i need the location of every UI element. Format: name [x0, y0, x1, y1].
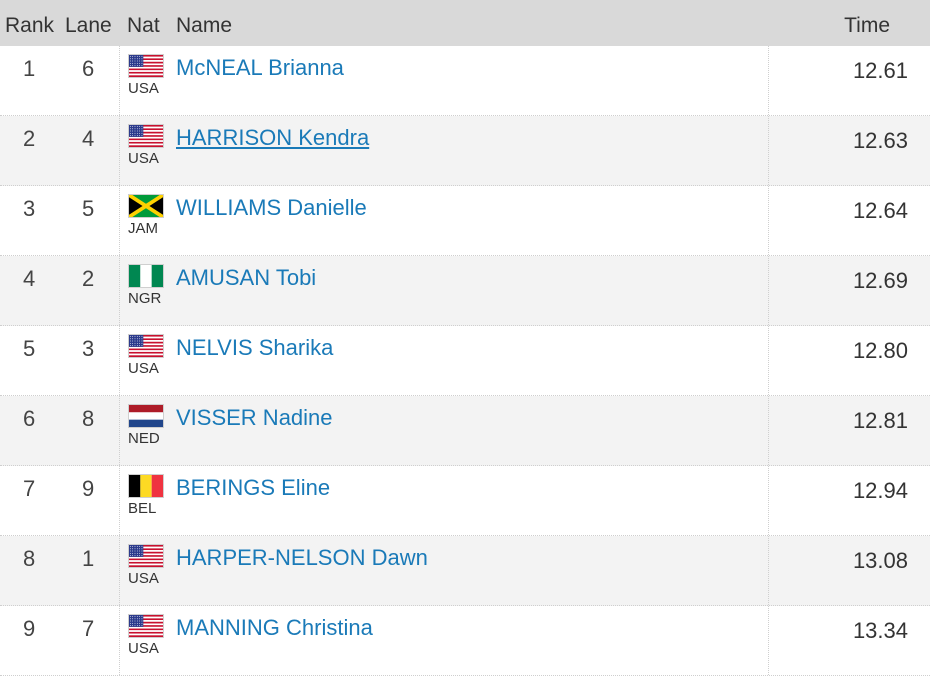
athlete-name-link[interactable]: AMUSAN Tobi [176, 265, 317, 290]
lane-cell: 3 [82, 336, 95, 361]
usa-flag-icon [128, 124, 164, 148]
table-row: 9 7 USA MANNING Christina 13.34 [0, 606, 930, 676]
lane-cell: 1 [82, 546, 95, 571]
nat-code: USA [128, 570, 159, 587]
table-row: 1 6 USA McNEAL Brianna 12.61 [0, 46, 930, 116]
table-header: Rank Lane Nat Name Time [0, 0, 930, 46]
table-row: 4 2 NGR AMUSAN Tobi 12.69 [0, 256, 930, 326]
usa-flag-icon [128, 54, 164, 78]
nat-code: JAM [128, 220, 158, 237]
table-row: 7 9 BEL BERINGS Eline 12.94 [0, 466, 930, 536]
rank-cell: 4 [23, 266, 36, 291]
athlete-name-link[interactable]: BERINGS Eline [176, 475, 331, 500]
athlete-name-link[interactable]: HARRISON Kendra [176, 125, 370, 150]
belgium-flag-icon [128, 474, 164, 498]
header-rank: Rank [5, 14, 55, 37]
table-row: 8 1 USA HARPER-NELSON Dawn 13.08 [0, 536, 930, 606]
lane-cell: 6 [82, 56, 95, 81]
rank-cell: 7 [23, 476, 36, 501]
header-lane: Lane [65, 14, 112, 37]
rank-cell: 6 [23, 406, 36, 431]
time-cell: 12.63 [852, 128, 908, 153]
rank-cell: 1 [23, 56, 36, 81]
lane-cell: 9 [82, 476, 95, 501]
nigeria-flag-icon [128, 264, 164, 288]
time-cell: 12.64 [852, 198, 908, 223]
usa-flag-icon [128, 614, 164, 638]
table-row: 3 5 JAM WILLIAMS Danielle 12.64 [0, 186, 930, 256]
nat-code: NED [128, 430, 160, 447]
time-cell: 12.80 [852, 338, 908, 363]
table-row: 5 3 USA NELVIS Sharika 12.80 [0, 326, 930, 396]
nat-code: USA [128, 640, 159, 657]
rank-cell: 9 [23, 616, 36, 641]
time-cell: 13.34 [852, 618, 908, 643]
lane-cell: 4 [82, 126, 95, 151]
jamaica-flag-icon [128, 194, 164, 218]
header-name: Name [176, 14, 233, 37]
rank-cell: 2 [23, 126, 36, 151]
time-cell: 13.08 [852, 548, 908, 573]
usa-flag-icon [128, 544, 164, 568]
usa-flag-icon [128, 334, 164, 358]
athlete-name-link[interactable]: NELVIS Sharika [176, 335, 334, 360]
rank-cell: 8 [23, 546, 36, 571]
rank-cell: 5 [23, 336, 36, 361]
athlete-name-link[interactable]: McNEAL Brianna [176, 55, 344, 80]
time-cell: 12.94 [852, 478, 908, 503]
lane-cell: 8 [82, 406, 95, 431]
time-cell: 12.81 [852, 408, 908, 433]
table-body: 1 6 USA McNEAL Brianna 12.61 2 4 USA HAR… [0, 46, 930, 676]
header-nat: Nat [127, 14, 160, 37]
time-cell: 12.61 [852, 58, 908, 83]
athlete-name-link[interactable]: MANNING Christina [176, 615, 373, 640]
time-cell: 12.69 [852, 268, 908, 293]
nat-code: USA [128, 150, 159, 167]
header-time: Time [844, 14, 890, 37]
lane-cell: 7 [82, 616, 95, 641]
table-row: 2 4 USA HARRISON Kendra 12.63 [0, 116, 930, 186]
table-row: 6 8 NED VISSER Nadine 12.81 [0, 396, 930, 466]
rank-cell: 3 [23, 196, 36, 221]
nat-code: NGR [128, 290, 162, 307]
nat-code: BEL [128, 500, 157, 517]
athlete-name-link[interactable]: VISSER Nadine [176, 405, 333, 430]
athlete-name-link[interactable]: HARPER-NELSON Dawn [176, 545, 428, 570]
netherlands-flag-icon [128, 404, 164, 428]
athlete-name-link[interactable]: WILLIAMS Danielle [176, 195, 367, 220]
nat-code: USA [128, 80, 159, 97]
nat-code: USA [128, 360, 159, 377]
lane-cell: 5 [82, 196, 95, 221]
lane-cell: 2 [82, 266, 95, 291]
